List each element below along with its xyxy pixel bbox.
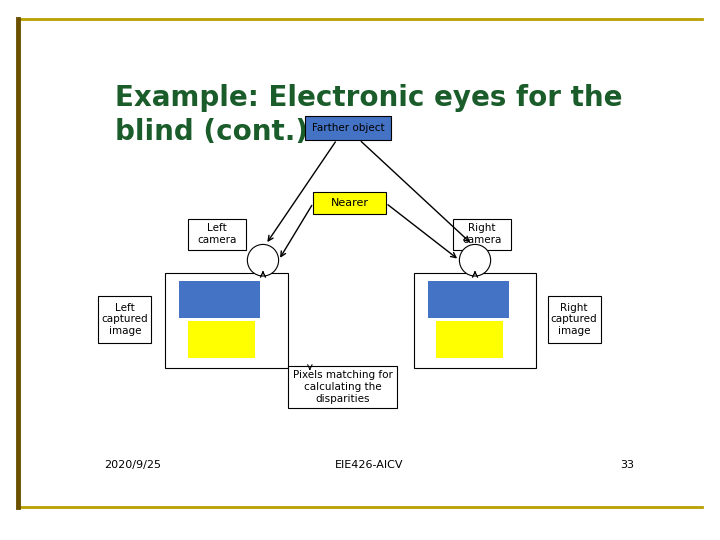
Bar <box>547 295 600 343</box>
Text: Farther object: Farther object <box>312 123 384 133</box>
Bar <box>413 273 536 368</box>
Bar <box>288 366 397 408</box>
Text: Left
camera: Left camera <box>197 224 237 245</box>
Text: Nearer: Nearer <box>330 198 369 208</box>
Text: 33: 33 <box>620 460 634 470</box>
Bar <box>436 321 503 358</box>
Text: 2020/9/25: 2020/9/25 <box>104 460 161 470</box>
Bar <box>313 192 386 214</box>
Ellipse shape <box>248 245 279 276</box>
Ellipse shape <box>459 245 490 276</box>
Bar <box>179 281 260 319</box>
Bar <box>166 273 288 368</box>
Text: Right
camera: Right camera <box>462 224 502 245</box>
Bar <box>305 116 392 140</box>
Text: Pixels matching for
calculating the
disparities: Pixels matching for calculating the disp… <box>292 370 392 403</box>
Text: EIE426-AICV: EIE426-AICV <box>335 460 403 470</box>
Bar <box>188 321 255 358</box>
Bar <box>428 281 508 319</box>
Text: Left
captured
image: Left captured image <box>102 303 148 336</box>
Bar <box>99 295 151 343</box>
Text: Right
captured
image: Right captured image <box>551 303 598 336</box>
Bar <box>453 219 511 250</box>
Text: Example: Electronic eyes for the
blind (cont.): Example: Electronic eyes for the blind (… <box>115 84 623 146</box>
Bar <box>188 219 246 250</box>
